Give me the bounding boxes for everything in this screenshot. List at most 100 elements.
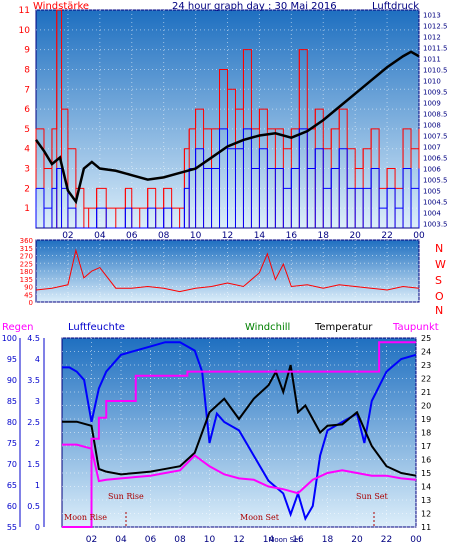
top-right-tick-label: 1003.5: [423, 221, 448, 229]
top-right-tick-label: 1006: [423, 166, 441, 174]
header-luftdruck: Luftdruck: [372, 1, 419, 12]
top-right-tick-label: 1006.5: [423, 155, 448, 163]
mid-left-tick-label: 270: [20, 253, 33, 261]
top-right-tick-label: 1009: [423, 99, 441, 107]
bot-x-tick-label: 14: [263, 535, 275, 545]
top-x-tick-label: 06: [126, 231, 138, 241]
series-mid: [35, 248, 420, 293]
bot-x-tick-label: 02: [86, 535, 97, 545]
mid-left-tick-label: 360: [20, 237, 33, 245]
top-left-tick-label: 7: [24, 85, 30, 95]
compass-o: O: [435, 290, 444, 303]
humidity-tick-label: 90: [7, 376, 17, 385]
dewpoint-series-line: [62, 443, 417, 495]
top-right-tick-label: 1010.5: [423, 66, 448, 74]
temperature-series-line: [62, 364, 417, 477]
bot-right-tick-label: 13: [421, 496, 431, 505]
top-right-tick-label: 1008: [423, 122, 441, 130]
top-right-tick-label: 1012.5: [423, 22, 448, 30]
annotation-sun-rise: Sun Rise: [108, 492, 144, 501]
label-regen: Regen: [2, 322, 34, 333]
gust-series-line: [36, 128, 420, 229]
humidity-tick-label: 95: [7, 355, 17, 364]
humidity-tick-label: 70: [7, 460, 17, 469]
header-title: 24 hour graph day : 30 Mai 2016: [172, 1, 337, 12]
rain-tick-label: 0: [35, 523, 40, 532]
top-left-tick-label: 1: [24, 204, 30, 214]
top-x-tick-label: 02: [62, 231, 73, 241]
top-x-tick-label: 18: [318, 231, 330, 241]
top-x-tick-label: 22: [381, 231, 392, 241]
top-right-tick-label: 1012: [423, 33, 441, 41]
mid-left-tick-label: 180: [20, 268, 33, 276]
humidity-tick-label: 65: [7, 481, 17, 490]
header-windstaerke: Windstärke: [33, 1, 89, 12]
panel-wind-direction: [35, 239, 420, 303]
bot-right-tick-label: 11: [421, 523, 431, 532]
rain-tick-label: 0.5: [27, 502, 40, 511]
compass-w: W: [435, 258, 446, 271]
top-x-tick-label: 20: [349, 231, 361, 241]
top-x-tick-label: 04: [94, 231, 106, 241]
humidity-tick-label: 55: [7, 523, 17, 532]
rain-series-line: [62, 341, 416, 528]
humidity-tick-label: 80: [7, 418, 17, 427]
bot-x-tick-label: 20: [351, 535, 363, 545]
top-right-tick-label: 1004.5: [423, 199, 448, 207]
rain-tick-label: 1.5: [27, 460, 40, 469]
bot-right-tick-label: 22: [421, 375, 431, 384]
top-left-tick-label: 10: [19, 26, 31, 36]
top-right-tick-label: 1013: [423, 11, 441, 19]
humidity-tick-label: 85: [7, 397, 17, 406]
series-bot: [62, 341, 417, 528]
top-x-tick-label: 16: [286, 231, 298, 241]
top-left-tick-label: 8: [24, 65, 30, 75]
annotation-moon-set: Moon Set: [240, 513, 280, 522]
bot-x-tick-label: 12: [233, 535, 244, 545]
bot-x-tick-label: 18: [322, 535, 334, 545]
top-right-tick-label: 1010: [423, 77, 441, 85]
series-top: [34, 9, 420, 229]
rain-tick-label: 4: [35, 355, 40, 364]
top-left-tick-label: 4: [24, 145, 30, 155]
top-x-tick-label: 08: [158, 231, 170, 241]
top-right-tick-label: 1005: [423, 188, 441, 196]
mid-left-tick-label: 45: [24, 291, 33, 299]
top-right-tick-label: 1011: [423, 55, 441, 63]
bot-x-tick-label: 16: [292, 535, 304, 545]
annotation-moon-rise: Moon Rise: [64, 513, 107, 522]
bot-x-tick-label: 10: [204, 535, 216, 545]
top-right-tick-label: 1007.5: [423, 133, 448, 141]
bot-right-tick-label: 16: [421, 456, 431, 465]
mid-left-tick-label: 0: [29, 299, 33, 307]
compass-n-bottom: N: [435, 304, 443, 317]
grid-bot: [62, 337, 417, 528]
top-x-tick-label: 10: [190, 231, 202, 241]
bot-x-tick-label: 00: [410, 535, 422, 545]
top-right-tick-label: 1011.5: [423, 44, 448, 52]
humidity-tick-label: 60: [7, 502, 17, 511]
bot-right-tick-label: 14: [421, 483, 431, 492]
wind-series-line: [36, 9, 420, 209]
top-right-tick-label: 1009.5: [423, 88, 448, 96]
bot-right-tick-label: 21: [421, 388, 431, 397]
top-x-tick-label: 12: [222, 231, 233, 241]
top-left-tick-label: 6: [24, 105, 30, 115]
direction-series-line: [35, 248, 420, 293]
label-luftfeuchte: Luftfeuchte: [68, 322, 125, 333]
top-right-tick-label: 1005.5: [423, 177, 448, 185]
bot-x-tick-label: 04: [115, 535, 127, 545]
top-left-tick-label: 3: [24, 165, 30, 175]
bot-x-tick-label: 08: [174, 535, 186, 545]
top-right-tick-label: 1004: [423, 210, 441, 218]
mid-left-tick-label: 315: [20, 245, 33, 253]
top-left-tick-label: 5: [24, 125, 30, 135]
bottom-axis-annotation: Moon Set: [268, 536, 301, 544]
pressure-series-line: [34, 50, 420, 205]
bot-x-tick-label: 22: [381, 535, 392, 545]
top-right-tick-label: 1008.5: [423, 110, 448, 118]
bot-right-tick-label: 19: [421, 415, 431, 424]
rain-tick-label: 3: [35, 397, 40, 406]
